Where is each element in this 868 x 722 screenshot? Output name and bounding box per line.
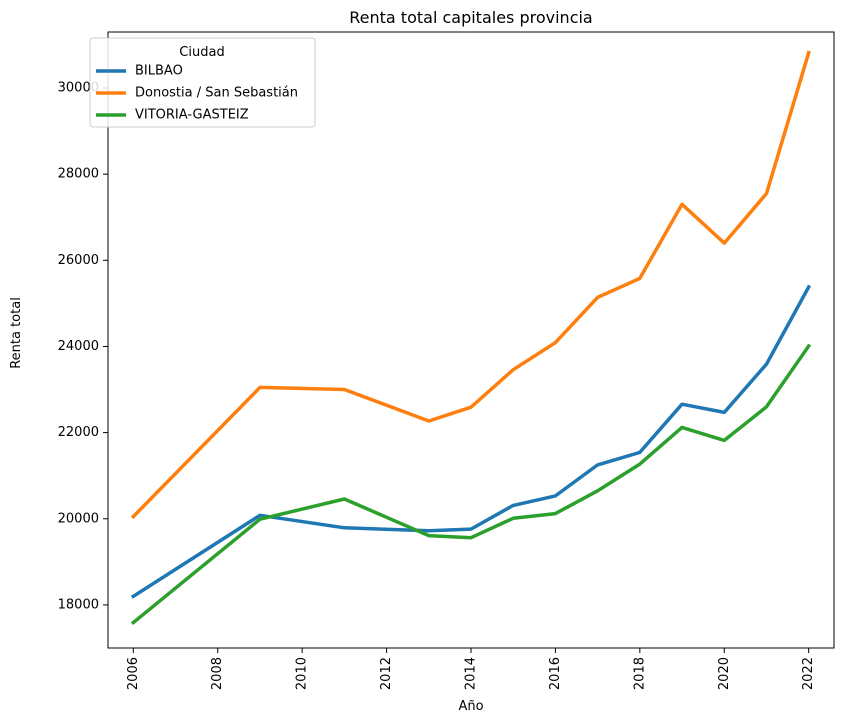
series-line-1 (130, 284, 812, 599)
legend-box (89, 37, 316, 128)
x-tick-label: 2012 (379, 657, 394, 690)
legend-items: BILBAO Donostia / San Sebastián VITORIA-GA… (96, 64, 298, 123)
series-line-3 (130, 343, 812, 626)
plot-area: 2006 2008 2010 2012 2014 2016 2018 2020 2022 180… (58, 31, 835, 690)
legend-label-1: BILBAO (135, 64, 183, 79)
y-tick-label: 18000 (58, 597, 99, 612)
x-tick-label: 2022 (801, 657, 816, 690)
x-tick-label: 2018 (632, 657, 647, 690)
y-tick-label: 22000 (58, 425, 99, 440)
y-axis-label: Renta total (9, 297, 24, 369)
chart-title: Renta total capitales provincia (349, 8, 592, 27)
x-axis-ticks: 2006 2008 2010 2012 2014 2016 2018 2020 2022 (126, 648, 816, 690)
legend-title: Ciudad (179, 45, 224, 60)
legend: Ciudad BILBAO Donostia / San Sebastián VIT… (89, 37, 316, 128)
y-tick-label: 28000 (58, 167, 99, 182)
y-axis-ticks: 18000 20000 22000 24000 26000 28000 30000 (58, 81, 108, 612)
x-tick-label: 2008 (210, 657, 225, 690)
x-tick-label: 2014 (464, 657, 479, 690)
x-tick-label: 2020 (717, 657, 732, 690)
legend-label-3: VITORIA-GASTEIZ (135, 108, 249, 123)
legend-label-2: Donostia / San Sebastián (135, 86, 298, 101)
y-tick-label: 30000 (58, 81, 99, 96)
x-axis-label: Año (458, 699, 483, 714)
y-tick-label: 20000 (58, 511, 99, 526)
x-tick-label: 2016 (548, 657, 563, 690)
y-tick-label: 26000 (58, 253, 99, 268)
y-tick-label: 24000 (58, 339, 99, 354)
series-layer (130, 50, 812, 626)
x-tick-label: 2006 (126, 657, 141, 690)
x-tick-label: 2010 (295, 657, 310, 690)
series-line-2 (130, 50, 811, 520)
